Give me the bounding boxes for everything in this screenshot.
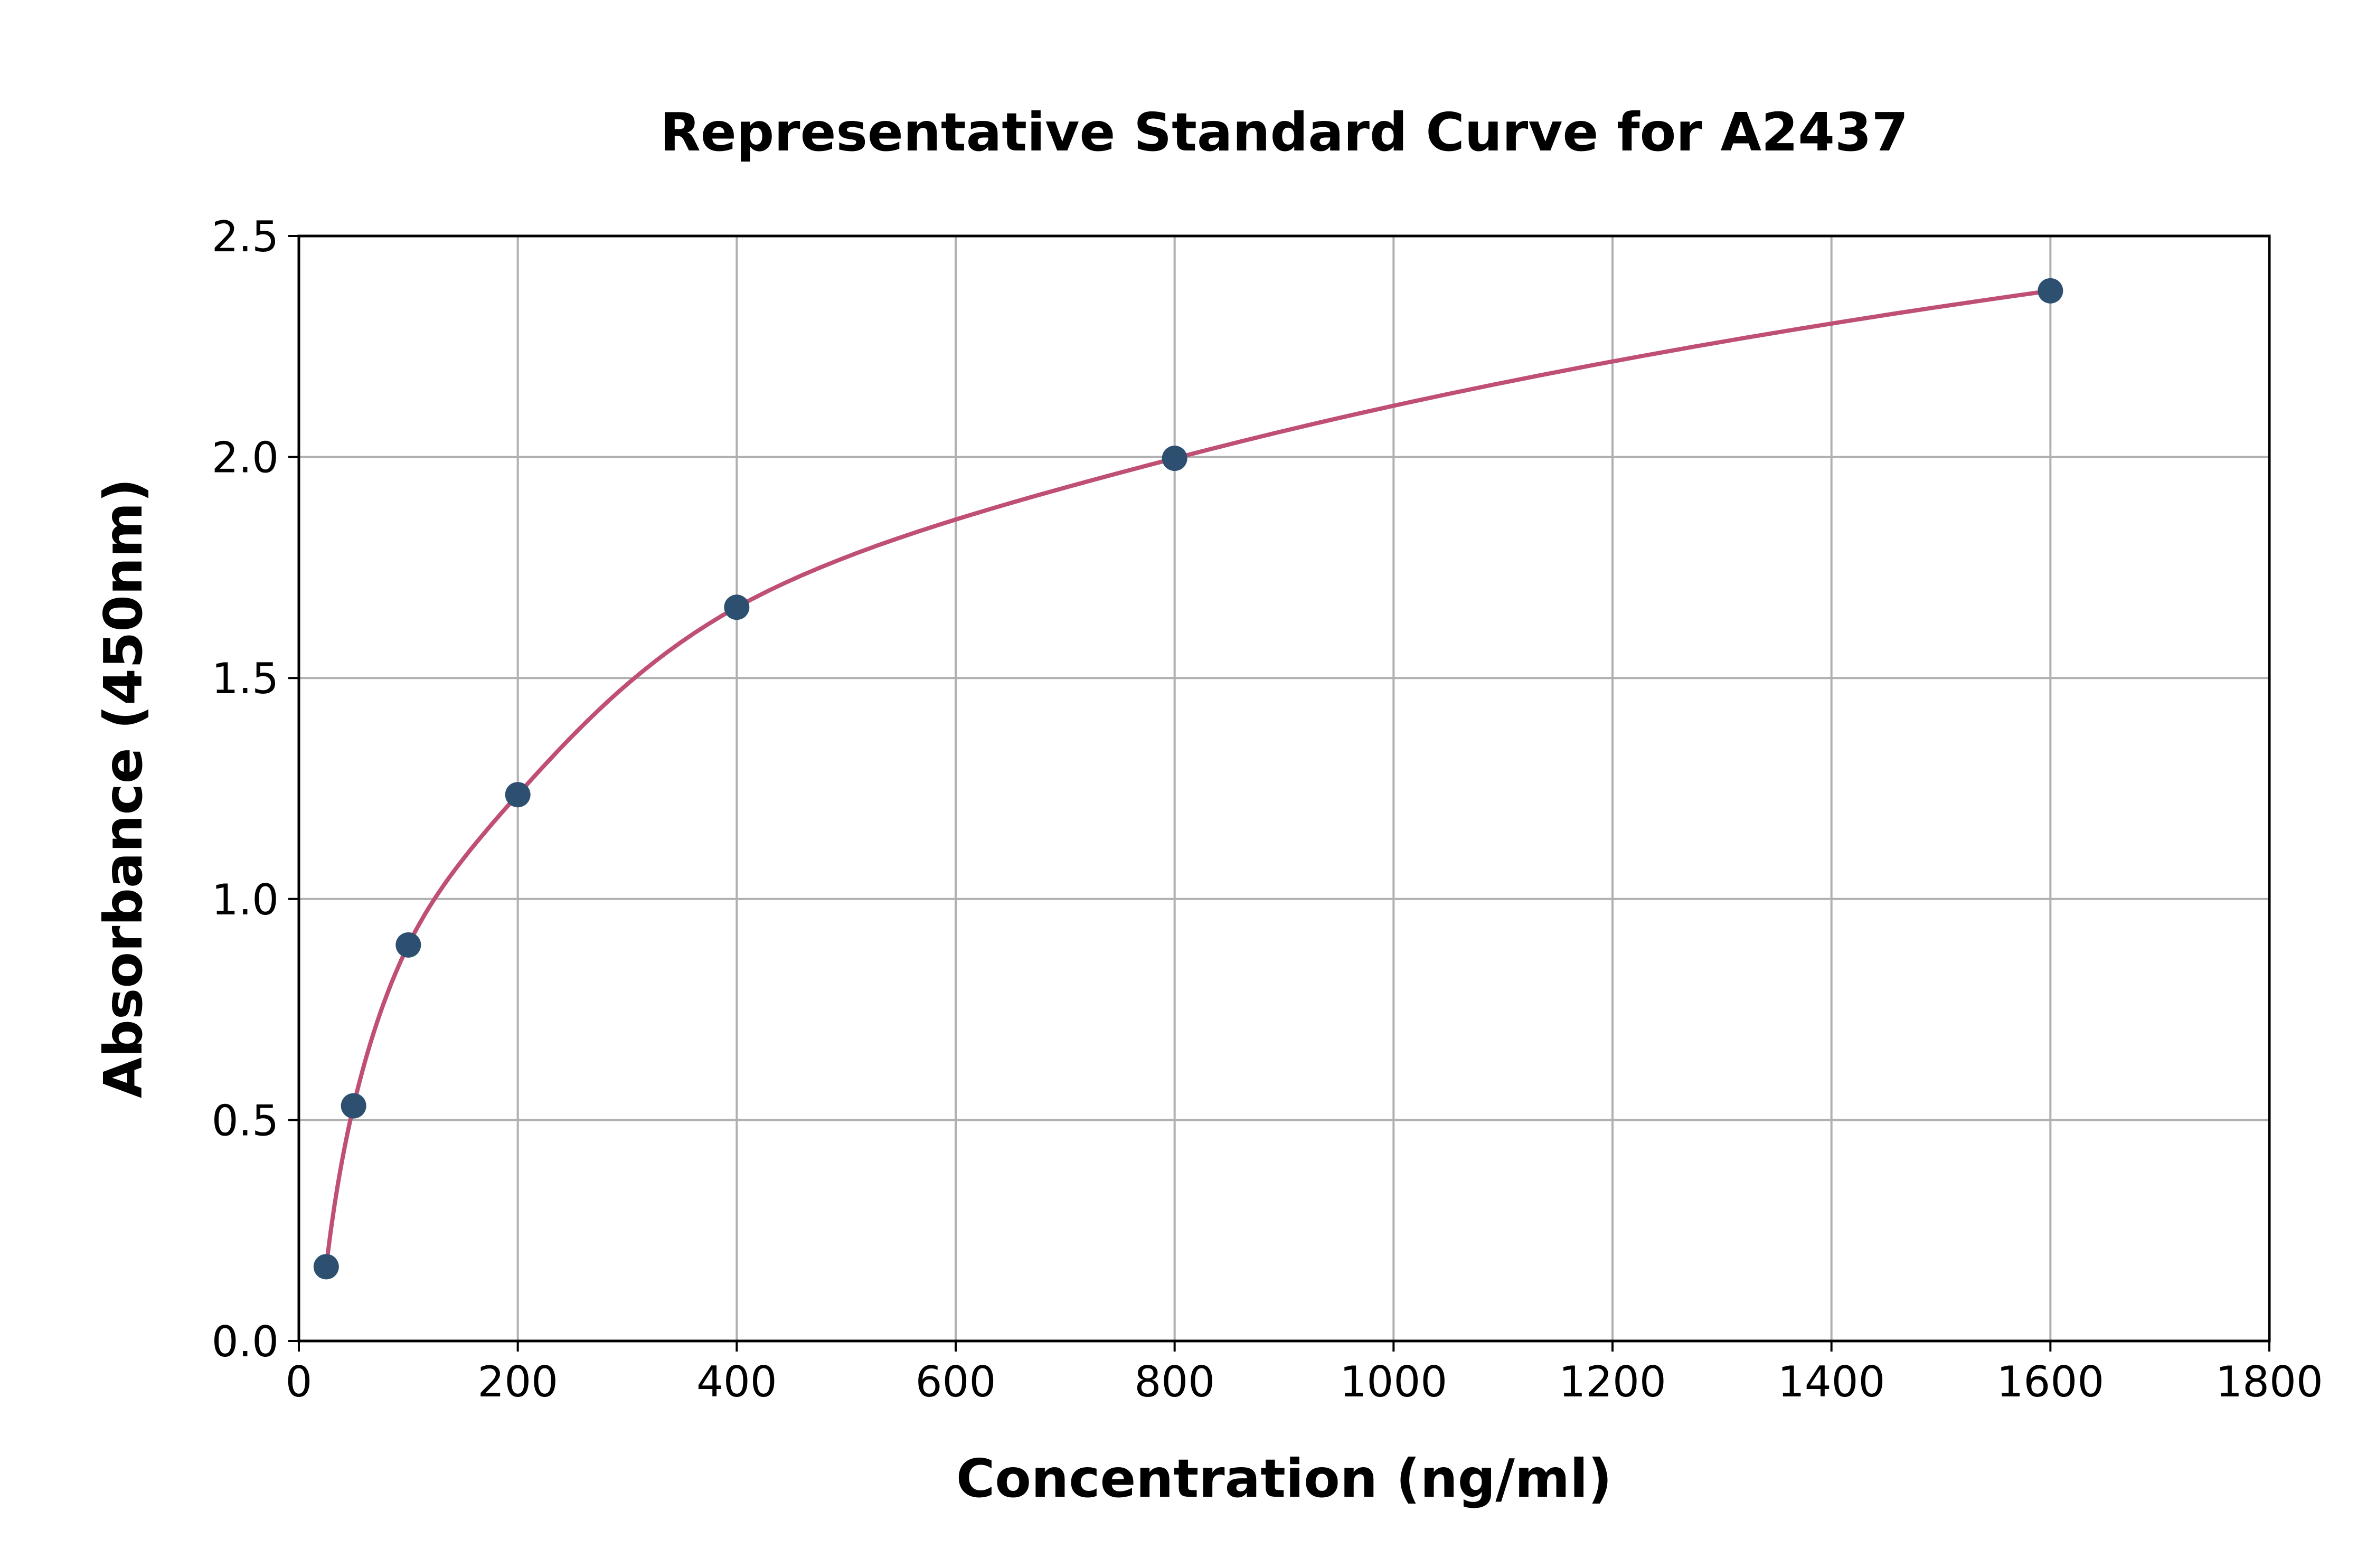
data-point (313, 1254, 339, 1280)
data-point (505, 782, 531, 808)
x-axis-label: Concentration (ng/ml) (956, 1448, 1612, 1509)
data-point (724, 594, 750, 620)
x-tick-label: 1000 (1340, 1357, 1448, 1406)
y-tick-label: 1.0 (212, 875, 279, 924)
data-point (341, 1093, 366, 1119)
data-point (395, 932, 421, 958)
x-tick-label: 400 (696, 1357, 777, 1406)
x-tick-label: 800 (1134, 1357, 1215, 1406)
y-tick-label: 0.5 (212, 1096, 279, 1145)
x-tick-label: 1200 (1559, 1357, 1666, 1406)
data-point (1162, 446, 1187, 471)
chart-title: Representative Standard Curve for A2437 (660, 101, 1908, 163)
x-tick-label: 1800 (2215, 1357, 2323, 1406)
data-point (2038, 278, 2063, 304)
plot-frame (297, 234, 2271, 1343)
y-axis-ticks: 0.0 0.5 1.0 1.5 2.0 2.5 (212, 212, 299, 1366)
y-tick-label: 2.5 (212, 212, 279, 261)
grid (298, 235, 2270, 1342)
x-tick-label: 200 (477, 1357, 558, 1406)
x-tick-label: 1600 (1997, 1357, 2105, 1406)
x-tick-label: 0 (286, 1357, 313, 1406)
y-axis-label: Absorbance (450nm) (92, 478, 154, 1098)
x-tick-label: 600 (916, 1357, 996, 1406)
y-tick-label: 1.5 (212, 654, 279, 703)
data-points (313, 278, 2063, 1280)
x-axis-ticks: 0 200 400 600 800 1000 1200 1400 1600 1800 (286, 1341, 2323, 1406)
y-tick-label: 2.0 (212, 433, 279, 483)
x-tick-label: 1400 (1778, 1357, 1885, 1406)
y-tick-label: 0.0 (212, 1317, 279, 1366)
